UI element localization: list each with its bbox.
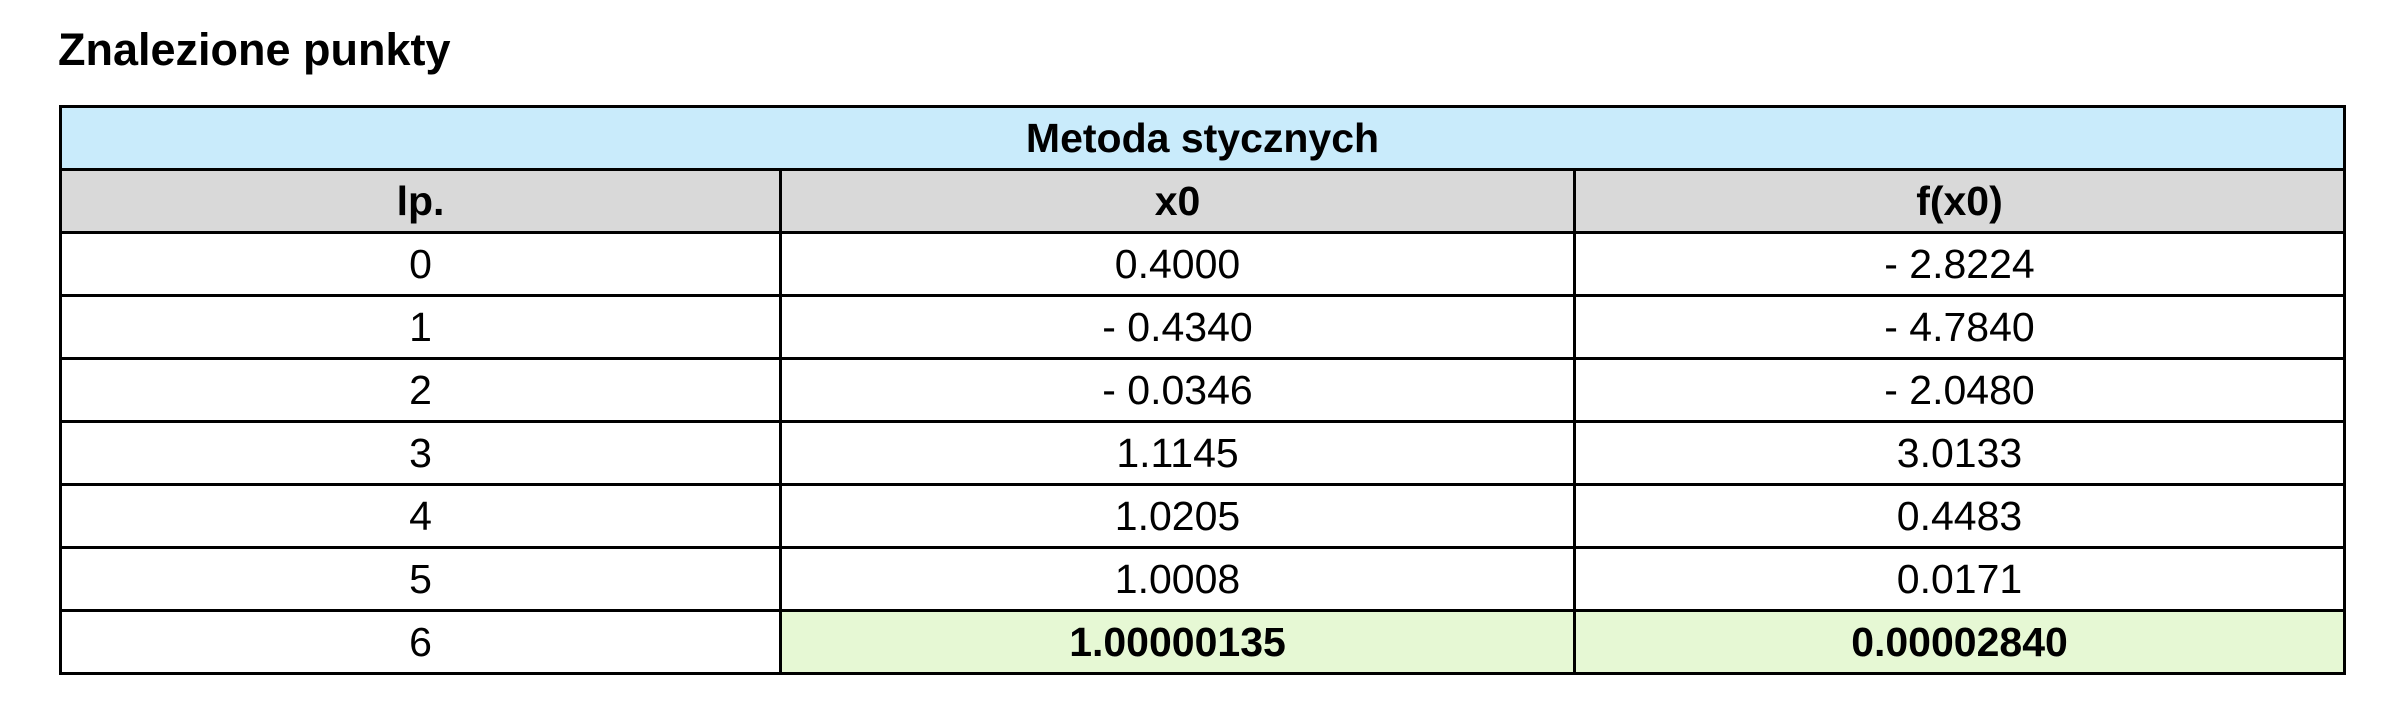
cell-lp: 3 [59, 420, 782, 486]
cell-fx0: - 4.7840 [1573, 294, 2346, 360]
cell-x0: - 0.0346 [779, 357, 1576, 423]
cell-lp: 5 [59, 546, 782, 612]
results-table: Metoda stycznych lp. x0 f(x0) 0 0.4000 -… [59, 105, 2346, 675]
cell-lp: 6 [59, 609, 782, 675]
cell-lp: 4 [59, 483, 782, 549]
cell-lp: 0 [59, 231, 782, 297]
cell-fx0: 0.0171 [1573, 546, 2346, 612]
table-row: 1 - 0.4340 - 4.7840 [59, 294, 2346, 360]
table-row: 4 1.0205 0.4483 [59, 483, 2346, 549]
cell-lp: 2 [59, 357, 782, 423]
cell-fx0: 0.4483 [1573, 483, 2346, 549]
cell-fx0-result: 0.00002840 [1573, 609, 2346, 675]
cell-x0: 1.0205 [779, 483, 1576, 549]
table-header-row: lp. x0 f(x0) [59, 168, 2346, 234]
cell-x0: 0.4000 [779, 231, 1576, 297]
table-title: Metoda stycznych [59, 105, 2346, 171]
cell-fx0: 3.0133 [1573, 420, 2346, 486]
column-header-fx0: f(x0) [1573, 168, 2346, 234]
table-row: 3 1.1145 3.0133 [59, 420, 2346, 486]
cell-fx0: - 2.8224 [1573, 231, 2346, 297]
cell-x0: - 0.4340 [779, 294, 1576, 360]
cell-lp: 1 [59, 294, 782, 360]
table-row: 2 - 0.0346 - 2.0480 [59, 357, 2346, 423]
column-header-lp: lp. [59, 168, 782, 234]
table-title-row: Metoda stycznych [59, 105, 2346, 171]
cell-x0: 1.0008 [779, 546, 1576, 612]
table-row: 0 0.4000 - 2.8224 [59, 231, 2346, 297]
section-heading: Znalezione punkty [58, 24, 451, 75]
table-row: 5 1.0008 0.0171 [59, 546, 2346, 612]
cell-x0: 1.1145 [779, 420, 1576, 486]
column-header-x0: x0 [779, 168, 1576, 234]
table-row-final-result: 6 1.00000135 0.00002840 [59, 609, 2346, 675]
cell-x0-result: 1.00000135 [779, 609, 1576, 675]
cell-fx0: - 2.0480 [1573, 357, 2346, 423]
